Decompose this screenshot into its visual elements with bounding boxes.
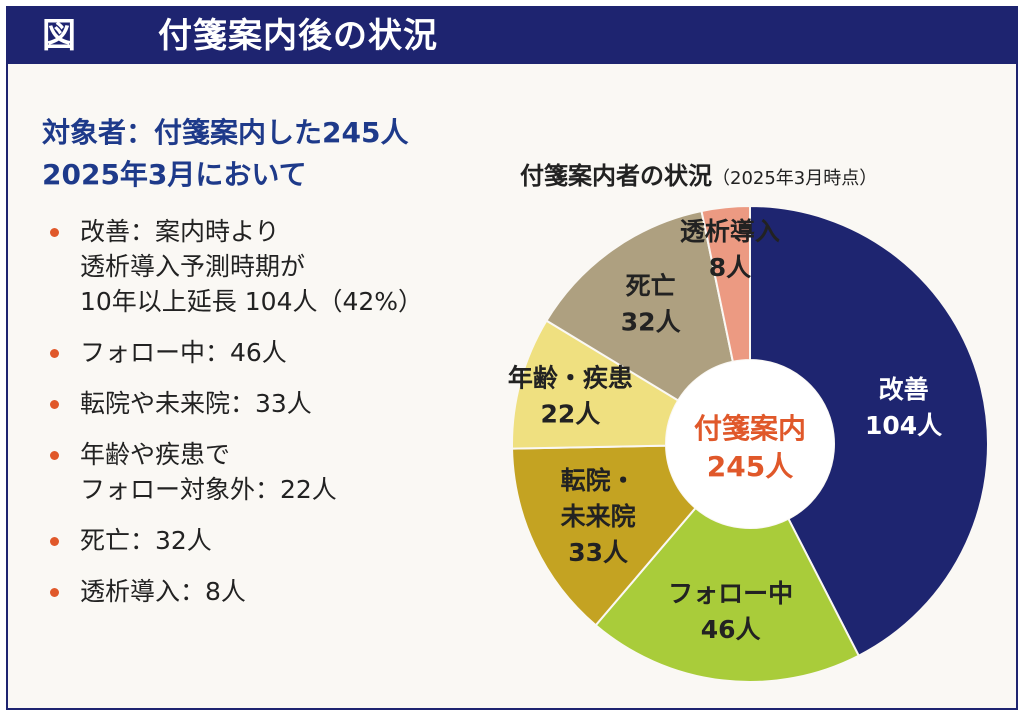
- figure-header: 図 付箋案内後の状況: [8, 8, 1016, 64]
- slice-label: 改善 104人: [865, 375, 942, 440]
- bullet-text: フォロー対象外：22人: [80, 475, 337, 504]
- bullet-text: 死亡：32人: [80, 526, 212, 555]
- slice-label: フォロー中 46人: [668, 579, 793, 644]
- bullet-text: 改善：案内時より: [80, 217, 280, 246]
- bullet-item: 転院や未来院：33人: [50, 386, 510, 421]
- bullet-item: 改善：案内時より 透析導入予測時期が 10年以上延長 104人（42%）: [50, 214, 510, 319]
- bullet-dot-icon: [50, 588, 59, 597]
- bullet-text: 透析導入予測時期が: [80, 252, 306, 281]
- subject-line-2: 2025年3月において: [42, 158, 307, 191]
- bullet-dot-icon: [50, 400, 59, 409]
- bullet-text: 透析導入：8人: [80, 577, 246, 606]
- bullet-item: フォロー中：46人: [50, 335, 510, 370]
- figure-frame: 図 付箋案内後の状況 対象者：付箋案内した245人 2025年3月において 改善…: [6, 6, 1018, 710]
- bullet-list: 改善：案内時より 透析導入予測時期が 10年以上延長 104人（42%） フォロー中：…: [50, 214, 510, 625]
- bullet-item: 死亡：32人: [50, 523, 510, 558]
- slice-label: 年齢・疾患 22人: [508, 364, 633, 429]
- chart-title-note: （2025年3月時点）: [712, 168, 878, 189]
- slice-label: 転院・未来院 33人: [561, 466, 636, 567]
- subject-line-1: 対象者：付箋案内した245人: [42, 116, 409, 149]
- bullet-dot-icon: [50, 451, 59, 460]
- chart-title: 付箋案内者の状況（2025年3月時点）: [520, 156, 877, 191]
- center-label: 付箋案内 245人: [694, 412, 806, 483]
- bullet-text: 10年以上延長 104人（42%）: [80, 287, 424, 316]
- bullet-text: 年齢や疾患で: [80, 440, 231, 469]
- subject-summary: 対象者：付箋案内した245人 2025年3月において: [42, 112, 408, 196]
- slice-label: 透析導入 8人: [680, 217, 780, 282]
- bullet-item: 年齢や疾患でフォロー対象外：22人: [50, 437, 510, 507]
- figure-title: 付箋案内後の状況: [158, 16, 438, 56]
- bullet-text: フォロー中：46人: [80, 338, 287, 367]
- bullet-text: 転院や未来院：33人: [80, 389, 312, 418]
- bullet-dot-icon: [50, 228, 59, 237]
- slice-label: 死亡 32人: [621, 272, 681, 337]
- bullet-item: 透析導入：8人: [50, 574, 510, 609]
- figure-label: 図: [42, 16, 76, 56]
- donut-center: [666, 360, 834, 528]
- bullet-dot-icon: [50, 349, 59, 358]
- bullet-dot-icon: [50, 537, 59, 546]
- chart-title-main: 付箋案内者の状況: [520, 162, 712, 190]
